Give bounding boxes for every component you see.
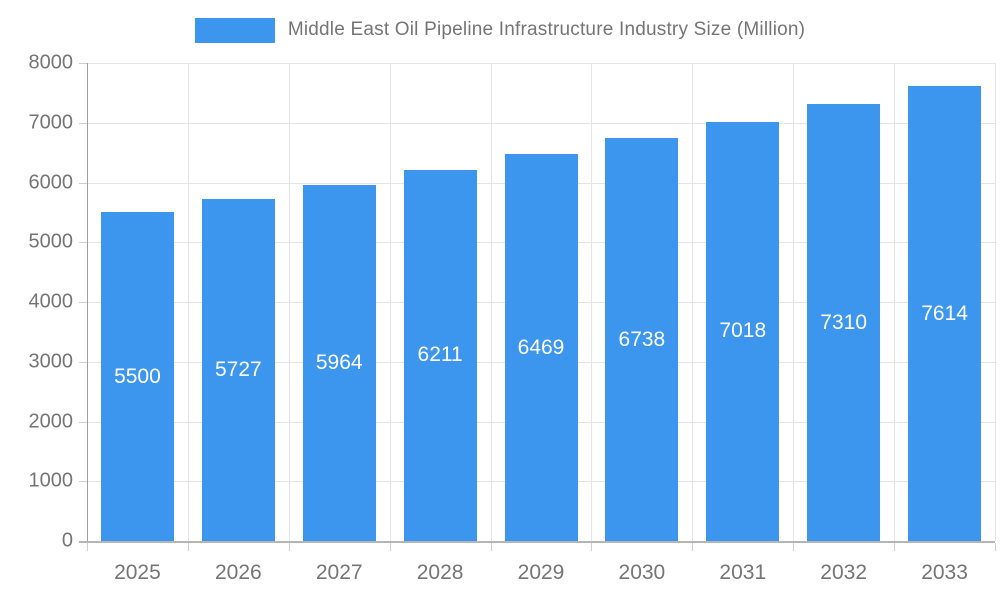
y-axis-label: 3000 xyxy=(28,350,74,373)
bar[interactable] xyxy=(706,121,780,541)
bar-value-label: 7018 xyxy=(719,319,767,343)
x-axis-label: 2030 xyxy=(618,561,666,584)
y-tick xyxy=(79,242,87,244)
x-tick xyxy=(87,543,88,551)
y-axis-label: 6000 xyxy=(28,171,74,193)
x-tick xyxy=(894,543,896,551)
x-axis-label: 2031 xyxy=(719,561,767,584)
x-axis-label: 2033 xyxy=(921,561,968,584)
gridline-vertical xyxy=(692,63,694,541)
bar[interactable] xyxy=(605,138,679,541)
y-axis-label: 5000 xyxy=(28,230,74,253)
gridline-horizontal xyxy=(87,63,995,64)
bar-value-label: 6469 xyxy=(517,335,565,359)
gridline-vertical xyxy=(389,63,391,541)
y-tick xyxy=(79,481,87,483)
y-tick xyxy=(79,302,87,303)
y-axis-label: 7000 xyxy=(28,111,74,134)
x-axis-label: 2029 xyxy=(517,561,565,584)
gridline-vertical xyxy=(995,63,996,541)
bar-value-label: 5727 xyxy=(214,357,262,381)
bar-value-label: 6211 xyxy=(417,343,463,367)
bar-value-label: 6738 xyxy=(618,327,666,351)
y-tick xyxy=(79,182,87,184)
bar-value-label: 5964 xyxy=(315,350,363,374)
x-axis-label: 2025 xyxy=(114,561,161,584)
gridline-horizontal xyxy=(87,122,995,124)
y-axis-label: 4000 xyxy=(28,290,74,313)
legend[interactable]: Middle East Oil Pipeline Infrastructure … xyxy=(0,15,1000,45)
y-tick xyxy=(79,421,87,423)
gridline-vertical xyxy=(288,63,290,541)
x-axis-label: 2032 xyxy=(820,561,868,584)
x-tick xyxy=(995,543,996,551)
bar[interactable] xyxy=(807,104,881,541)
bar[interactable] xyxy=(100,212,174,541)
bar[interactable] xyxy=(403,169,477,541)
y-axis-label: 8000 xyxy=(28,51,74,74)
gridline-vertical xyxy=(591,63,593,541)
y-tick xyxy=(79,361,87,363)
bar[interactable] xyxy=(201,198,275,541)
gridline-vertical xyxy=(187,63,189,541)
x-tick xyxy=(692,543,694,551)
bar[interactable] xyxy=(302,184,376,541)
y-tick xyxy=(79,63,87,64)
x-axis-label: 2027 xyxy=(315,561,363,584)
y-axis-line xyxy=(87,63,88,543)
bar[interactable] xyxy=(908,86,982,541)
bar-value-label: 7310 xyxy=(820,310,868,334)
x-axis-label: 2026 xyxy=(214,561,262,584)
legend-swatch xyxy=(194,17,275,43)
y-axis-label: 2000 xyxy=(28,410,74,432)
gridline-vertical xyxy=(894,63,896,541)
legend-label: Middle East Oil Pipeline Infrastructure … xyxy=(287,19,806,40)
x-tick xyxy=(591,543,593,551)
x-tick xyxy=(490,543,492,551)
bar-value-label: 5500 xyxy=(114,364,161,388)
gridline-vertical xyxy=(793,63,795,541)
x-tick xyxy=(187,543,189,551)
x-tick xyxy=(288,543,290,551)
bar[interactable] xyxy=(504,154,578,541)
x-axis-line xyxy=(79,541,995,543)
x-tick xyxy=(389,543,391,551)
y-axis-label: 1000 xyxy=(28,469,74,492)
bar-value-label: 7614 xyxy=(921,301,968,325)
x-axis-label: 2028 xyxy=(416,561,464,584)
y-axis-label: 0 xyxy=(61,529,73,552)
y-tick xyxy=(79,122,87,124)
x-tick xyxy=(793,543,795,551)
gridline-vertical xyxy=(490,63,492,541)
